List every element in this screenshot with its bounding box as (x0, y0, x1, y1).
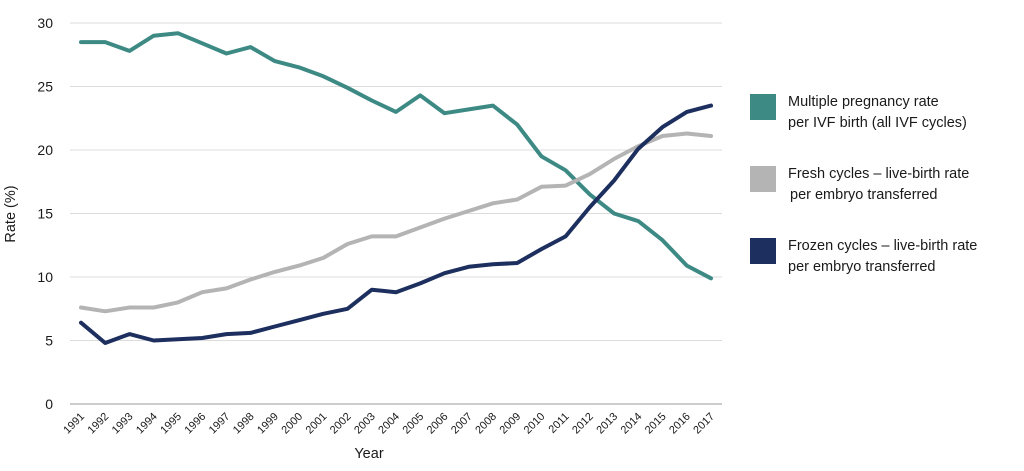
x-tick-label: 2001 (304, 411, 330, 437)
series-lines (79, 31, 713, 345)
x-tick-label: 2014 (619, 411, 645, 437)
legend-label: Multiple pregnancy rate per IVF birth (a… (788, 94, 967, 131)
x-axis-tick-labels: 1991199219931994199519961997199819992000… (61, 411, 717, 437)
y-tick-label: 5 (45, 333, 53, 349)
legend-item-multiple-pregnancy: Multiple pregnancy rate per IVF birth (a… (750, 92, 1020, 134)
x-tick-label: 2016 (667, 411, 693, 437)
x-axis-label: Year (354, 446, 383, 462)
x-tick-label: 2017 (691, 411, 717, 437)
legend-swatch (750, 238, 776, 264)
x-tick-label: 2002 (328, 411, 354, 437)
series-line-fresh-cycles (79, 131, 713, 314)
x-tick-label: 2015 (643, 411, 669, 437)
x-tick-label: 1991 (61, 411, 87, 437)
series-line-multiple-pregnancy (79, 31, 713, 281)
y-tick-label: 30 (37, 15, 53, 31)
grid-lines (70, 22, 722, 405)
x-tick-label: 2012 (570, 411, 596, 437)
x-tick-label: 2004 (376, 411, 402, 437)
x-tick-label: 1993 (110, 411, 136, 437)
x-tick-label: 2011 (547, 411, 572, 436)
legend-swatch (750, 94, 776, 120)
y-tick-label: 10 (37, 269, 53, 285)
x-tick-label: 1997 (207, 411, 233, 437)
x-tick-label: 2007 (449, 411, 475, 437)
y-tick-label: 0 (45, 396, 53, 412)
x-tick-label: 2010 (522, 411, 548, 437)
legend-item-frozen-cycles: Frozen cycles – live-birth rate per embr… (750, 236, 1020, 278)
x-tick-label: 2009 (497, 411, 523, 437)
legend-label: Frozen cycles – live-birth rate per embr… (788, 238, 978, 275)
x-tick-label: 2003 (352, 411, 378, 437)
series-line-frozen-cycles (79, 103, 713, 345)
legend-item-fresh-cycles: Fresh cycles – live-birth rate per embry… (750, 164, 1020, 206)
legend-swatch (750, 166, 776, 192)
x-tick-label: 1998 (231, 411, 257, 437)
x-tick-label: 1999 (255, 411, 281, 437)
x-tick-label: 2000 (279, 411, 305, 437)
x-tick-label: 1996 (182, 411, 208, 437)
x-tick-label: 1994 (134, 411, 160, 437)
x-tick-label: 2006 (425, 411, 451, 437)
x-tick-label: 2008 (473, 411, 499, 437)
y-tick-label: 25 (37, 79, 53, 95)
y-axis-tick-labels: 0 5 10 15 20 25 30 (37, 15, 53, 412)
y-axis-label: Rate (%) (3, 185, 19, 242)
x-tick-label: 1995 (158, 411, 184, 437)
y-tick-label: 20 (37, 142, 53, 158)
x-tick-label: 2013 (594, 411, 620, 437)
x-tick-label: 1992 (86, 411, 112, 437)
y-tick-label: 15 (37, 206, 53, 222)
legend: Multiple pregnancy rate per IVF birth (a… (750, 92, 1020, 308)
legend-label: Fresh cycles – live-birth rate per embry… (788, 166, 970, 203)
x-tick-label: 2005 (401, 411, 427, 437)
